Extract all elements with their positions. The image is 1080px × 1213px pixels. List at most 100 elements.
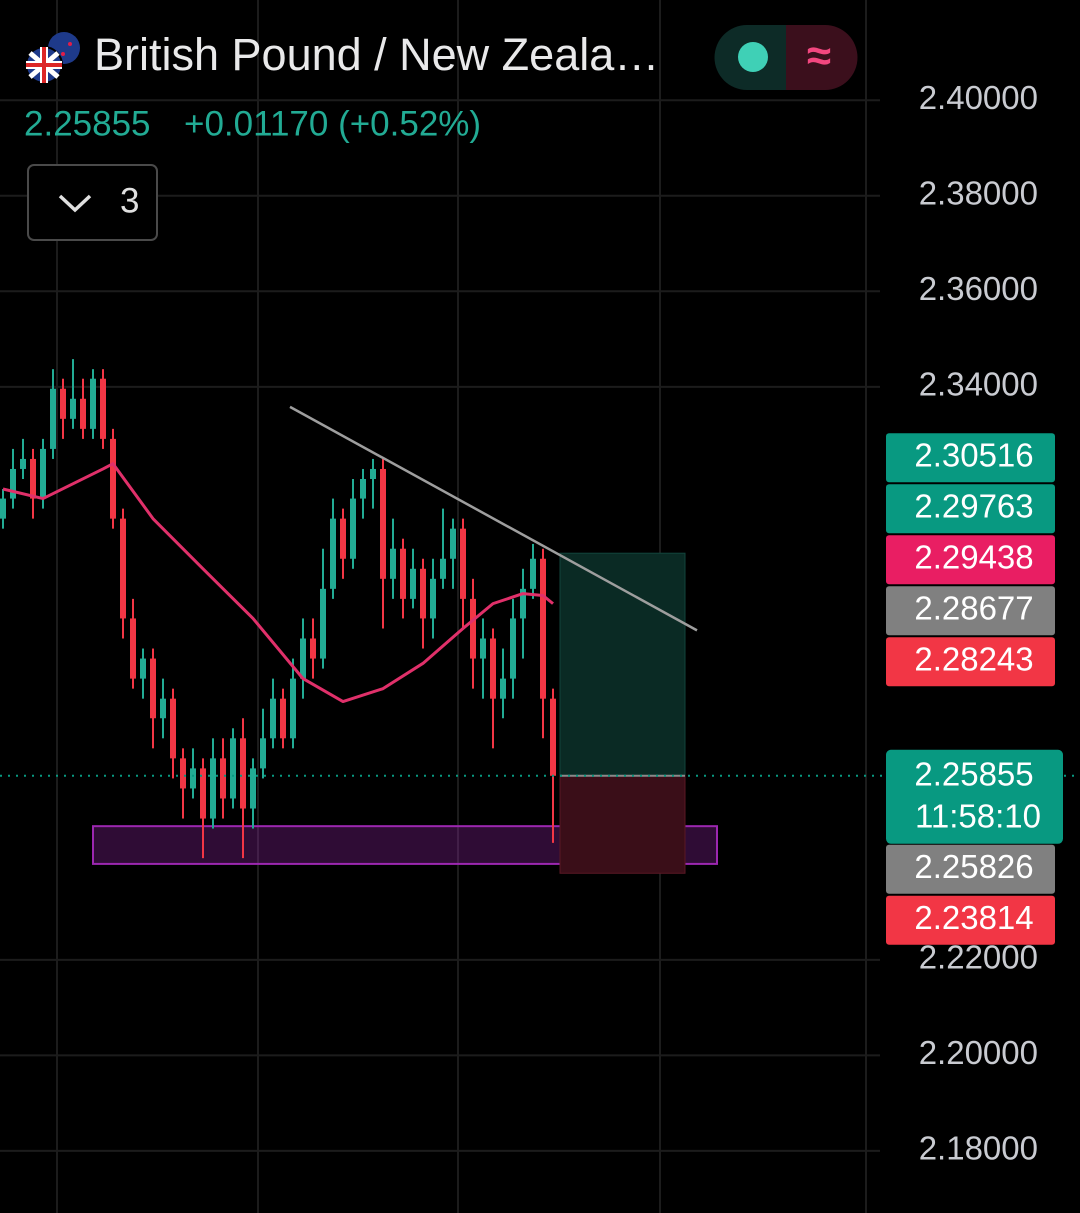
candle-body <box>460 528 466 599</box>
button-frame[interactable] <box>27 164 158 241</box>
candle-body <box>40 448 46 499</box>
candle-body <box>340 518 346 559</box>
price-label: 2.30516 <box>914 436 1033 473</box>
price-label-box <box>886 484 1055 534</box>
candle-body <box>130 618 136 679</box>
candle-body <box>450 528 456 559</box>
candle-body <box>10 468 16 499</box>
candle-body <box>520 588 526 619</box>
candle-body <box>310 638 316 659</box>
nz-star <box>68 42 72 46</box>
candle-body <box>250 768 256 809</box>
candle-body <box>430 578 436 619</box>
price-label-box <box>886 895 1055 945</box>
candle-body <box>90 378 96 429</box>
price-label: 2.28243 <box>914 640 1033 677</box>
candle-body <box>260 738 266 769</box>
candles <box>0 359 556 859</box>
price-label-box <box>886 433 1055 483</box>
candle-body <box>220 758 226 799</box>
candle-body <box>470 598 476 659</box>
candle-body <box>510 618 516 679</box>
candle-body <box>420 568 426 619</box>
price-label: 2.25855 <box>914 756 1033 793</box>
candle-body <box>160 698 166 719</box>
candle-body <box>50 388 56 449</box>
candle-body <box>550 698 556 776</box>
candle-body <box>330 518 336 589</box>
price-label-box <box>886 535 1055 585</box>
price-label-box <box>886 586 1055 636</box>
candle-body <box>230 738 236 799</box>
header: British Pound / New Zeala… 2.25855 +0.01… <box>24 25 858 241</box>
candle-body <box>140 658 146 679</box>
y-tick-label: 2.36000 <box>919 270 1038 307</box>
grid <box>0 99 880 1152</box>
candle-body <box>350 498 356 559</box>
candle-body <box>290 678 296 739</box>
candle-body <box>270 698 276 739</box>
candle-body <box>500 678 506 699</box>
indicators-button[interactable]: 3 <box>27 164 158 241</box>
candle-body <box>30 458 36 499</box>
candle-body <box>360 478 366 499</box>
uk-cross-red <box>26 47 62 83</box>
last-price: 2.25855 <box>24 104 151 143</box>
y-tick-label: 2.34000 <box>919 366 1038 403</box>
candle-body <box>190 768 196 789</box>
moving-average <box>2 462 554 704</box>
candle-body <box>280 698 286 739</box>
y-tick-label: 2.38000 <box>919 175 1038 212</box>
indicators <box>0 405 1080 777</box>
price-change: +0.01170 (+0.52%) <box>184 104 481 143</box>
price-label: 2.29438 <box>914 538 1033 575</box>
candle-body <box>0 498 6 519</box>
candle-body <box>540 558 546 699</box>
candle-body <box>530 558 536 589</box>
toggle-icon: ≈ <box>807 32 831 81</box>
candle-body <box>440 558 446 579</box>
candle-body <box>320 588 326 659</box>
symbol-title[interactable]: British Pound / New Zeala… <box>94 29 659 80</box>
candle-body <box>100 378 106 439</box>
price-label: 2.23814 <box>914 899 1033 936</box>
target-zone <box>559 552 686 777</box>
candle-body <box>300 638 306 679</box>
toggle-pill[interactable]: ≈ <box>714 25 858 90</box>
nz-star <box>61 52 65 56</box>
candle-body <box>370 468 376 479</box>
candle-body <box>400 548 406 599</box>
candle-body <box>200 768 206 819</box>
candle-body <box>490 638 496 699</box>
candle-body <box>390 548 396 579</box>
candle-body <box>480 638 486 659</box>
candle-body <box>170 698 176 759</box>
y-tick-label: 2.20000 <box>919 1034 1038 1071</box>
price-label-box <box>886 844 1055 894</box>
candle-body <box>150 658 156 719</box>
indicator-count: 3 <box>120 181 139 220</box>
price-label: 2.28677 <box>914 589 1033 626</box>
candle-body <box>120 518 126 619</box>
candle-body <box>110 438 116 519</box>
trend-line <box>289 405 698 632</box>
candle-body <box>380 468 386 579</box>
symbol-icon <box>25 32 80 84</box>
price-label-box <box>886 637 1055 687</box>
candle-body <box>210 758 216 819</box>
candle-body <box>180 758 186 789</box>
candle-body <box>240 738 246 809</box>
y-tick-label: 2.18000 <box>919 1130 1038 1167</box>
candle-body <box>70 398 76 419</box>
price-label: 2.29763 <box>914 487 1033 524</box>
toggle-right[interactable] <box>786 25 858 90</box>
candle-body <box>410 568 416 599</box>
price-labels: 2.30516 2.29763 2.29438 2.28677 2.28243 2.258… <box>886 433 1063 945</box>
candle-body <box>60 388 66 419</box>
y-tick-label: 2.40000 <box>919 79 1038 116</box>
countdown: 11:58:10 <box>915 798 1041 835</box>
stop-zone <box>559 775 686 874</box>
chevron-icon <box>58 194 92 213</box>
price-axis: 2.400002.380002.360002.340002.220002.200… <box>919 79 1038 1167</box>
